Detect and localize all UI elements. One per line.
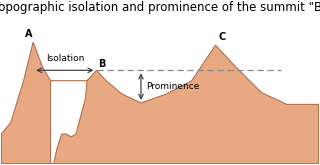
Text: C: C xyxy=(219,32,226,42)
Text: Prominence: Prominence xyxy=(146,82,199,91)
Text: A: A xyxy=(25,29,32,39)
Text: B: B xyxy=(98,59,106,69)
Polygon shape xyxy=(1,42,319,164)
Text: Isolation: Isolation xyxy=(46,54,84,63)
Title: Topographic isolation and prominence of the summit "B": Topographic isolation and prominence of … xyxy=(0,1,320,14)
Polygon shape xyxy=(51,81,87,164)
